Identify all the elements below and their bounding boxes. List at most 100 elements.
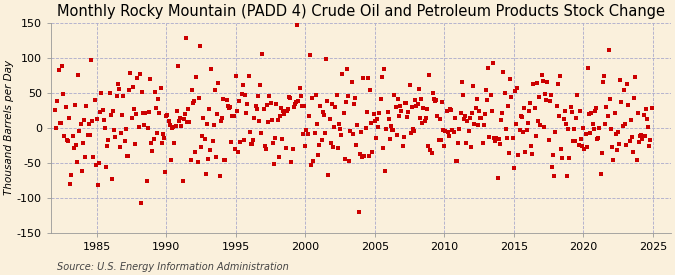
Point	[95, 110, 106, 114]
Point	[624, 139, 635, 144]
Title: Monthly Rocky Mountain (PADD 4) Crude Oil and Petroleum Products Stock Change: Monthly Rocky Mountain (PADD 4) Crude Oi…	[57, 4, 665, 19]
Point	[418, 106, 429, 110]
Point	[615, 78, 626, 82]
Point	[578, 126, 589, 131]
Point	[495, 142, 506, 147]
Point	[238, 83, 248, 87]
Point	[107, 177, 117, 181]
Point	[278, 109, 289, 113]
Point	[460, 114, 470, 119]
Point	[250, 104, 261, 108]
Point	[316, 138, 327, 142]
Point	[194, 44, 205, 49]
Point	[474, 108, 485, 113]
Point	[527, 151, 538, 156]
Point	[518, 130, 529, 134]
Point	[348, 102, 359, 106]
Point	[348, 132, 358, 136]
Point	[431, 98, 441, 102]
Point	[402, 114, 412, 119]
Point	[244, 130, 255, 134]
Point	[147, 149, 158, 153]
Point	[515, 114, 526, 118]
Point	[394, 114, 404, 118]
Point	[81, 104, 92, 108]
Point	[385, 137, 396, 141]
Y-axis label: Thousand Barrels per Day: Thousand Barrels per Day	[4, 60, 14, 196]
Point	[138, 111, 148, 116]
Point	[607, 145, 618, 149]
Point	[317, 110, 328, 114]
Point	[445, 107, 456, 111]
Point	[513, 153, 524, 157]
Point	[455, 111, 466, 116]
Point	[57, 64, 68, 68]
Point	[453, 141, 464, 145]
Point	[597, 151, 608, 155]
Point	[398, 135, 409, 139]
Point	[602, 114, 613, 118]
Point	[230, 147, 240, 151]
Point	[141, 178, 152, 183]
Point	[565, 105, 576, 109]
Point	[101, 165, 111, 169]
Point	[568, 126, 579, 131]
Point	[616, 100, 627, 104]
Point	[608, 158, 619, 162]
Point	[487, 109, 497, 113]
Point	[340, 100, 351, 104]
Point	[202, 157, 213, 161]
Point	[61, 138, 72, 142]
Point	[78, 141, 88, 145]
Point	[433, 138, 444, 142]
Point	[304, 53, 315, 57]
Point	[332, 146, 343, 150]
Point	[403, 110, 414, 115]
Point	[331, 93, 342, 97]
Point	[118, 94, 129, 98]
Point	[350, 95, 360, 100]
Point	[90, 163, 101, 167]
Point	[409, 129, 420, 133]
Point	[443, 134, 454, 138]
Point	[506, 95, 517, 99]
Point	[408, 126, 418, 131]
Point	[600, 122, 611, 126]
Point	[131, 112, 142, 117]
Point	[225, 140, 236, 144]
Point	[227, 114, 238, 119]
Point	[356, 155, 367, 159]
Point	[625, 118, 636, 122]
Point	[404, 82, 415, 87]
Point	[505, 77, 516, 81]
Point	[580, 132, 591, 137]
Point	[591, 106, 601, 110]
Point	[483, 66, 493, 70]
Point	[209, 123, 219, 128]
Point	[152, 130, 163, 135]
Point	[375, 97, 386, 101]
Point	[63, 116, 74, 120]
Point	[584, 112, 595, 117]
Point	[288, 105, 299, 109]
Point	[327, 102, 338, 106]
Point	[178, 117, 189, 121]
Point	[481, 88, 491, 92]
Point	[136, 90, 147, 94]
Point	[55, 121, 65, 126]
Point	[476, 116, 487, 121]
Point	[581, 145, 592, 150]
Point	[162, 113, 173, 118]
Point	[535, 123, 546, 127]
Point	[576, 144, 587, 148]
Point	[610, 132, 621, 137]
Point	[469, 121, 480, 126]
Point	[412, 101, 423, 106]
Point	[72, 160, 82, 165]
Point	[83, 122, 94, 127]
Point	[537, 79, 548, 83]
Point	[291, 100, 302, 104]
Point	[593, 136, 603, 140]
Point	[487, 60, 498, 65]
Point	[144, 77, 155, 81]
